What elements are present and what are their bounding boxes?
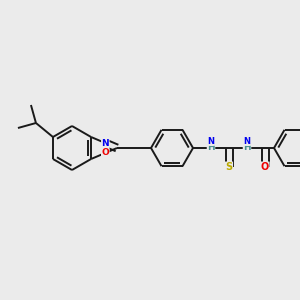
Text: S: S <box>226 162 232 172</box>
Text: N: N <box>208 136 214 146</box>
Text: N: N <box>101 139 109 148</box>
Text: O: O <box>261 162 269 172</box>
Text: H: H <box>207 143 215 152</box>
Text: H: H <box>243 143 251 152</box>
Text: N: N <box>244 136 250 146</box>
Text: O: O <box>101 148 109 158</box>
